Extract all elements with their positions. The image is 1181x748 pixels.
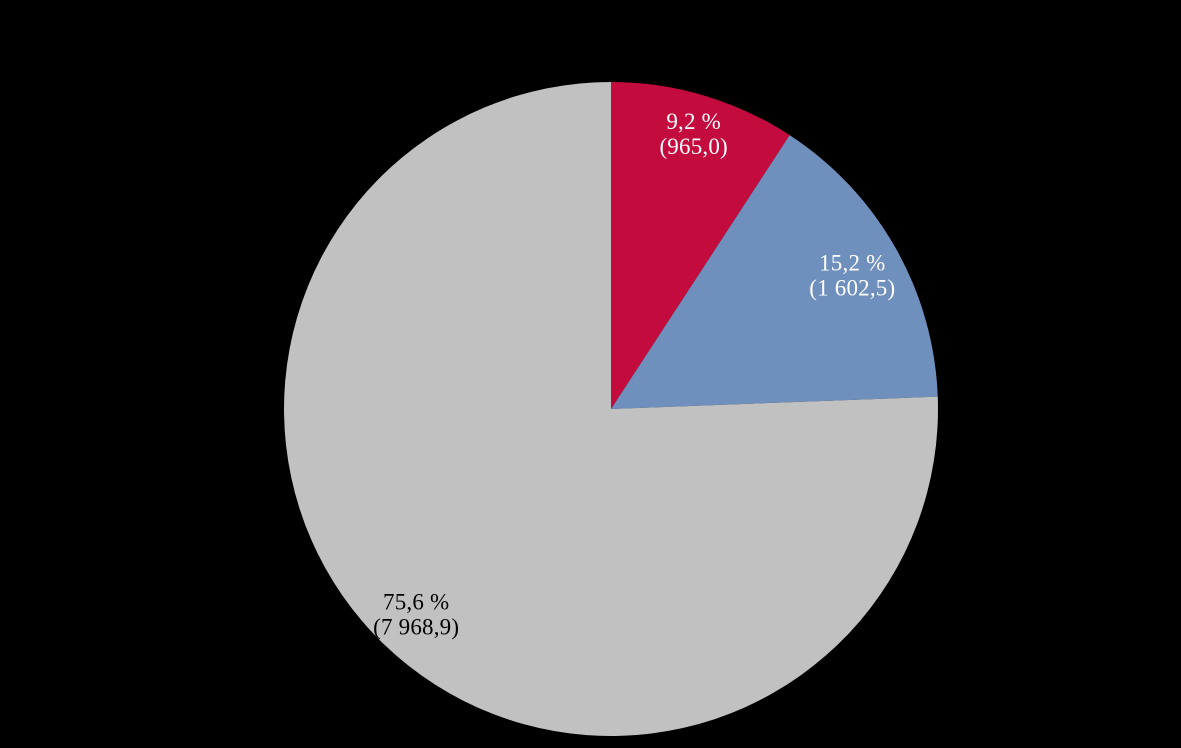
pie-slice-1 (611, 82, 790, 409)
pie-slice-3 (284, 82, 939, 736)
slice-value-label: (7 968,9) (373, 614, 459, 639)
pie-slice-label-3: 75,6 % (7 968,9) (373, 589, 459, 639)
slice-percent-label: 15,2 % (819, 250, 885, 275)
pie-slice-label-1: 9,2 % (965,0) (659, 109, 727, 159)
pie-slice-2 (611, 135, 938, 409)
slice-percent-label: 75,6 % (383, 589, 449, 614)
slice-percent-label: 9,2 % (666, 109, 721, 134)
slice-value-label: (965,0) (659, 134, 727, 159)
pie-slice-label-2: 15,2 % (1 602,5) (809, 250, 895, 300)
slice-value-label: (1 602,5) (809, 275, 895, 300)
